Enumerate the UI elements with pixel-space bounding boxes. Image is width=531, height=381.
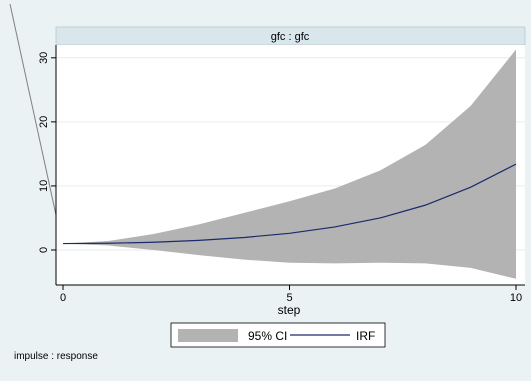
legend: 95% CI IRF <box>170 322 386 348</box>
data-layer <box>62 49 517 279</box>
legend-swatch-ci <box>178 329 238 342</box>
ci-band <box>63 49 516 279</box>
decorative-diagonal-line <box>9 3 57 216</box>
irf-line <box>62 163 517 245</box>
axis-layer: 0 10 20 30 0 5 10 <box>38 45 525 304</box>
x-tick-label: 0 <box>60 292 66 304</box>
y-tick-label: 10 <box>38 180 50 192</box>
legend-label-irf: IRF <box>356 329 375 343</box>
chart-note: impulse : response <box>14 351 98 362</box>
y-tick-label: 30 <box>38 52 50 64</box>
y-tick-label: 0 <box>38 247 50 253</box>
y-tick-label: 20 <box>38 116 50 128</box>
x-tick-label: 10 <box>510 292 522 304</box>
chart-title: gfc : gfc <box>271 31 310 43</box>
x-tick-label: 5 <box>286 292 292 304</box>
x-axis-label: step <box>278 303 301 317</box>
legend-label-ci: 95% CI <box>248 329 287 343</box>
